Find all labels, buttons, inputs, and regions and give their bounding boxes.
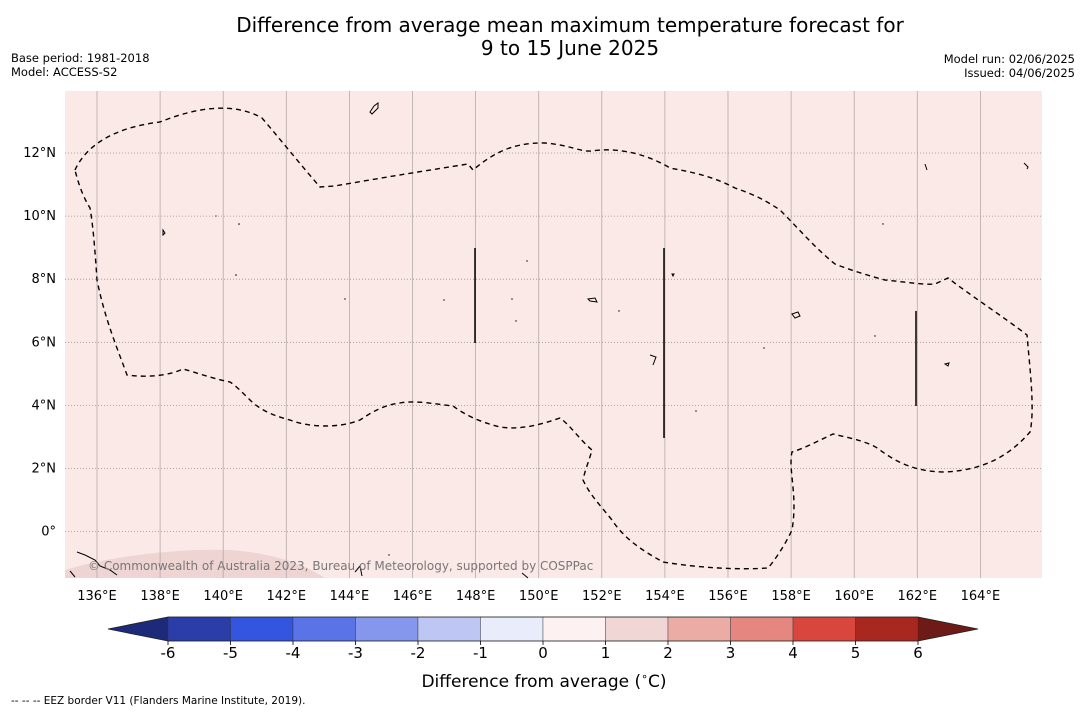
colorbar-tick-label: 5 [851,644,861,662]
lon-tick-label: 138°E [140,589,180,604]
island-png [76,551,118,576]
island [354,564,363,577]
lat-tick-label: 4°N [32,398,57,413]
latitude-labels: 12°N 10°N 8°N 6°N 4°N 2°N 0° [23,146,56,540]
colorbar-bin [792,616,856,642]
model-run: Model run: 02/06/2025 [943,52,1075,66]
island-pohnpei [791,311,801,319]
eez-border-west [74,107,1033,570]
colorbar-tick-label: 2 [663,644,673,662]
lon-tick-label: 136°E [77,589,117,604]
colorbar: -6 -5 -4 -3 -2 -1 0 1 2 3 4 5 6 [107,616,979,662]
island [69,570,76,578]
colorbar-bin [167,616,231,642]
lon-tick-label: 148°E [456,589,496,604]
lon-tick-label: 156°E [708,589,748,604]
colorbar-tick-label: -2 [411,644,426,662]
colorbar-bin [730,616,794,642]
lon-tick-label: 142°E [267,589,307,604]
model-info: Base period: 1981-2018 Model: ACCESS-S2 [11,51,150,79]
colorbar-bin [542,616,606,642]
lat-tick-label: 6°N [32,335,57,350]
base-period: Base period: 1981-2018 [11,51,150,65]
island [943,362,950,367]
colorbar-tick-label: -1 [473,644,488,662]
colorbar-bin [855,616,919,642]
colorbar-bin [292,616,356,642]
island [671,273,675,278]
lon-tick-label: 144°E [330,589,370,604]
island-dots [215,215,884,556]
colorbar-tick-label: 3 [726,644,736,662]
gridlines [65,91,1042,578]
model-name: Model: ACCESS-S2 [11,65,118,79]
colorbar-label: Difference from average (∘C) [421,670,666,692]
title-line-1: Difference from average mean maximum tem… [236,13,904,37]
colorbar-tick-label: 0 [538,644,548,662]
lat-tick-label: 8°N [32,272,57,287]
lon-tick-label: 164°E [961,589,1001,604]
colorbar-bin [605,616,669,642]
colorbar-bin [480,616,544,642]
title-line-2: 9 to 15 June 2025 [480,36,660,60]
colorbar-tick-label: 6 [913,644,923,662]
island [649,354,657,366]
island [586,297,598,303]
colorbar-bin [417,616,481,642]
lon-tick-label: 152°E [582,589,622,604]
lat-tick-label: 10°N [23,209,56,224]
lon-tick-label: 150°E [519,589,559,604]
copyright-notice: © Commonwealth of Australia 2023, Bureau… [88,559,593,573]
colorbar-tick-label: 4 [788,644,798,662]
map-background [65,91,1042,578]
colorbar-tick-label: -3 [348,644,363,662]
run-info: Model run: 02/06/2025 Issued: 04/06/2025 [944,52,1075,80]
eez-footnote: -- -- -- EEZ border V11 (Flanders Marine… [11,695,306,707]
colorbar-bin [230,616,294,642]
lat-tick-label: 12°N [23,146,56,161]
lon-tick-label: 140°E [203,589,243,604]
lon-tick-label: 160°E [834,589,874,604]
colorbar-tick-label: 1 [601,644,611,662]
land-shading [65,549,325,578]
island [924,163,928,171]
lon-tick-label: 162°E [898,589,938,604]
issued-date: Issued: 04/06/2025 [964,66,1075,80]
islands [69,102,1029,579]
colorbar-bin [667,616,731,642]
lat-tick-label: 0° [41,525,56,540]
colorbar-under-extend [108,617,168,641]
colorbar-tick-label: -4 [286,644,301,662]
longitude-labels: 136°E 138°E 140°E 142°E 144°E 146°E 148°E 150°E… [77,589,1000,604]
lon-tick-label: 154°E [645,589,685,604]
lon-tick-label: 158°E [771,589,811,604]
island-guam [369,102,379,115]
colorbar-tick-label: -6 [161,644,176,662]
map-panel: © Commonwealth of Australia 2023, Bureau… [65,91,1042,579]
map-title: Difference from average mean maximum tem… [170,14,970,60]
island [1023,162,1029,170]
colorbar-bin [355,616,419,642]
island [162,228,166,237]
lat-tick-label: 2°N [32,462,57,477]
island [521,572,529,579]
colorbar-tick-label: -5 [223,644,238,662]
lon-tick-label: 146°E [393,589,433,604]
colorbar-over-extend [918,617,978,641]
